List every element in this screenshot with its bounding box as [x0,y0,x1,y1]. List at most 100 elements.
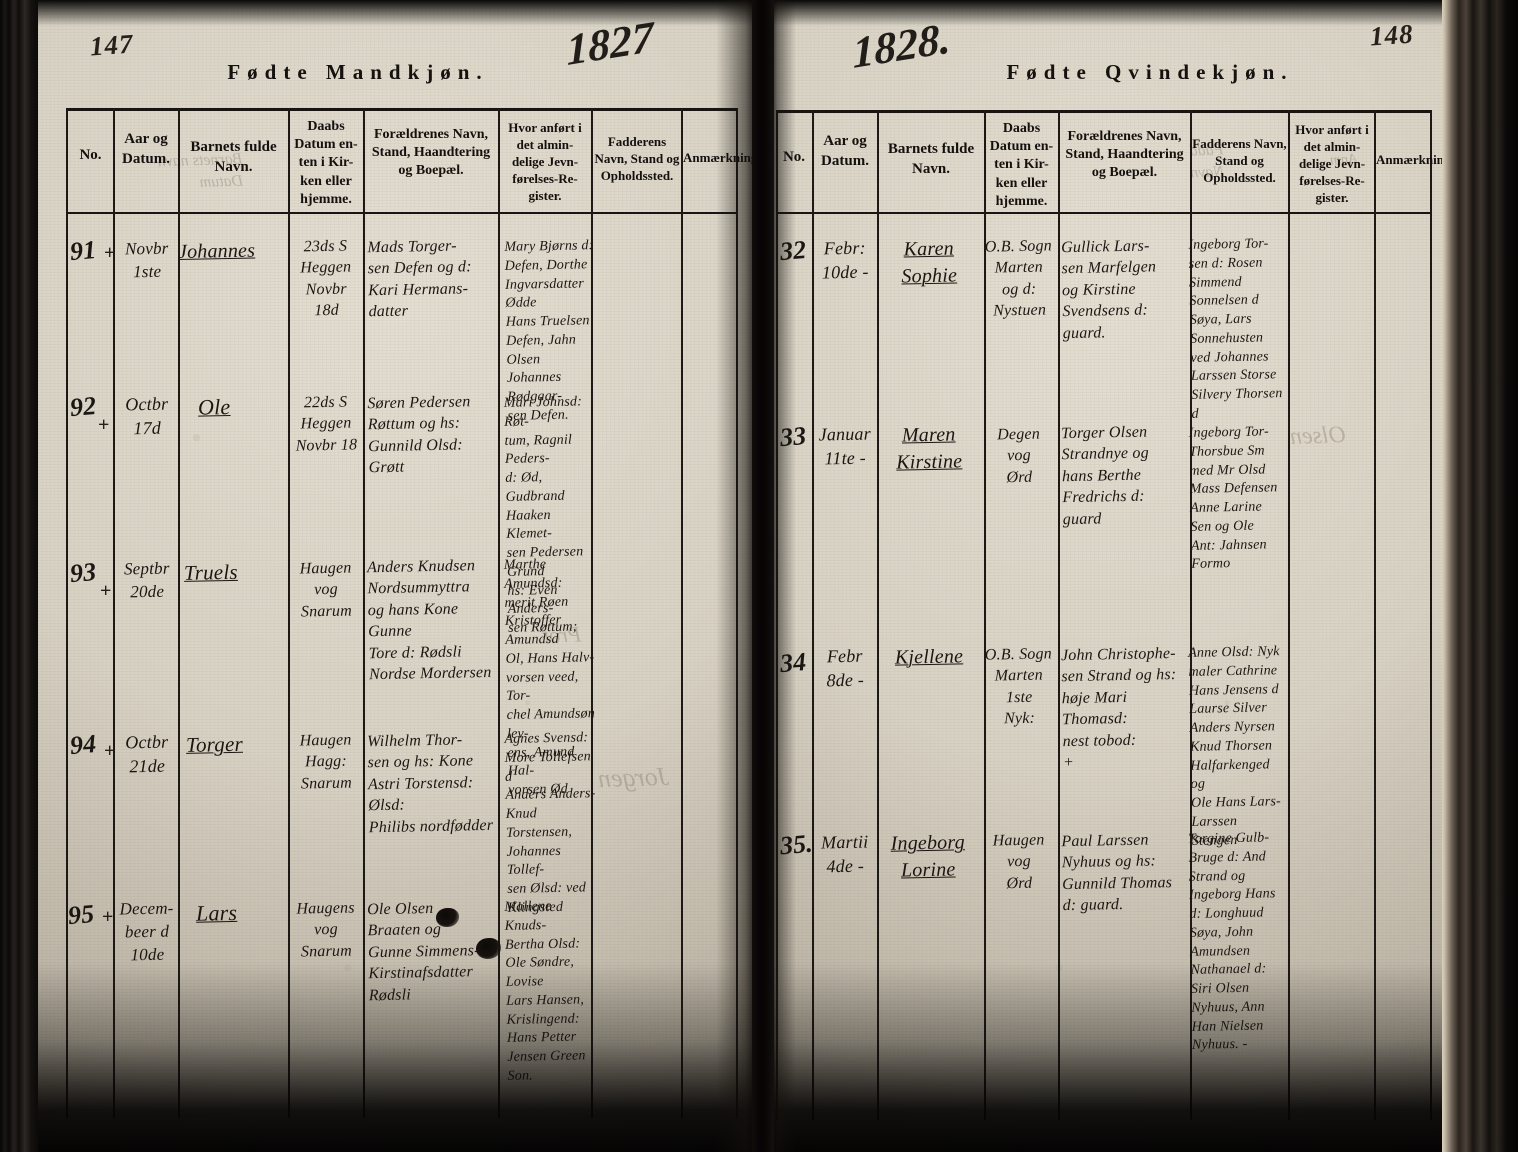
col-rule-1 [113,108,115,1118]
col-rule-1 [812,110,814,1120]
row-cross-mark: + [100,580,112,602]
cell-baptism: Degen vog Ørd [997,425,1041,487]
row-number: 92 [68,390,98,423]
header-date: Aar og Datum. [122,131,170,167]
col-rule-6 [1288,110,1290,1120]
ink-blot [476,938,501,959]
col-rule-7 [681,108,683,1118]
row-number: 35. [778,828,814,861]
header-register: Hvor anført i det almin- delige Jevn- fø… [508,120,582,203]
cell-date: Octbr 21de [125,731,169,777]
header-godparents: Fadderens Navn, Stand og Opholdssted. [1192,136,1287,185]
row-cross-mark: + [104,242,116,264]
col-rule-4 [1058,110,1060,1120]
cell-parents: Søren Pedersen Røttum og hs: Gunnild Ols… [367,393,471,477]
paper-surface-left [38,0,758,1152]
col-rule-3 [984,110,986,1120]
col-rule-6 [591,108,593,1118]
cell-parents: Wilhelm Thor- sen og hs: Kone Astri Tors… [367,731,494,837]
page-title-right: Fødte Qvindekjøn. [1006,60,1294,84]
row-number: 34 [778,646,808,679]
cell-baptism: Haugens vog Snarum [296,899,355,961]
col-rule-0 [66,108,68,1118]
header-notes: Anmærkninger. [683,150,758,165]
cell-child-name: Truels [183,559,238,585]
cell-date: Febr: 10de - [821,237,869,283]
row-number: 32 [778,234,808,267]
row-number: 91 [68,234,98,267]
col-rule-5 [498,108,500,1118]
cell-godparents: Ingeborg Tor- Thorsbue Sm med Mr Olsd Ma… [1188,424,1278,573]
paper-surface-right [770,0,1442,1152]
cell-date: Novbr 1ste [124,238,169,282]
cell-baptism: Haugen vog Snarum [299,559,353,621]
header-no: No. [782,149,806,165]
cell-parents: Mads Torger- sen Defen og d: Kari Herman… [367,237,472,321]
header-baptism: Daabs Datum en- ten i Kir- ken eller hje… [989,121,1054,209]
row-number: 94 [68,728,98,761]
table-top-rule [776,110,1432,113]
row-number: 95 [66,898,96,931]
folio-number-right: 148 [1368,18,1415,52]
col-rule-4 [363,108,365,1118]
table-top-rule [66,108,738,111]
binding-edge-right [1440,0,1518,1152]
cell-baptism: O.B. Sogn Marten og d: Nystuen [984,237,1053,320]
cell-godparents: Ingeborg Tor- sen d: Rosen Simmend Sonne… [1188,236,1283,422]
row-number: 33 [778,420,808,453]
header-baptism: Daabs Datum en- ten i Kir- ken eller hje… [294,119,358,207]
cell-date: Decem- beer d 10de [119,898,174,964]
cell-date: Januar 11te - [818,423,872,469]
cell-godparents: Anne Olsd: Nyk maler Cathrine Hans Jense… [1188,644,1282,849]
col-rule-3 [288,108,290,1118]
page-title-left: Fødte Mandkjøn. [227,60,489,84]
cell-date: Febr 8de - [826,645,865,691]
paper-grain-right [770,0,1442,1152]
cell-date: Septbr 20de [123,558,170,602]
right-page: Fadd Navn Anm Olsen 148 Fødte Qvindekjøn… [770,0,1442,1152]
cell-parents: Paul Larssen Nyhuus og hs: Gunnild Thoma… [1061,831,1173,915]
row-cross-mark: + [102,906,114,928]
cell-date: Octbr 17d [125,393,169,439]
header-godparents: Fadderens Navn, Stand og Opholdssted. [594,134,680,183]
col-rule-2 [178,108,180,1118]
col-rule-5 [1190,110,1192,1120]
cell-parents: Gullick Lars- sen Marfelgen og Kirstine … [1061,237,1157,342]
header-no: No. [79,147,102,163]
col-rule-8 [736,108,738,1118]
row-cross-mark: + [104,740,116,762]
cell-child-name: Karen Sophie [901,237,958,288]
cell-child-name: Lars [195,899,238,926]
register-table-left: No. Aar og Datum. Barnets fulde Navn. Da… [66,108,758,1118]
cell-baptism: 23ds S Heggen Novbr 18d [300,237,352,320]
header-parents: Forældrenes Navn, Stand, Haandtering og … [371,127,491,179]
cell-child-name: Kjellene [894,645,964,669]
ink-blot [436,908,459,927]
header-child: Barnets fulde Navn. [190,139,277,175]
header-register: Hvor anført i det almin- delige Jevn- fø… [1295,122,1369,205]
cell-child-name: Ingeborg Lorine [890,831,966,882]
col-rule-2 [877,110,879,1120]
cell-baptism: O.B. Sogn Marten 1ste Nyk: [984,645,1053,728]
header-notes: Anmærkninger. [1376,152,1442,167]
cell-child-name: Torger [185,731,244,757]
cell-child-name: Ole [197,394,231,420]
cell-date: Martii 4de - [820,831,869,877]
paper-grain-left [38,0,758,1152]
folio-number-left: 147 [88,28,135,62]
header-date: Aar og Datum. [821,133,869,169]
cell-godparents: Torgine Gulb- Bruge d: And Strand og Ing… [1187,830,1276,1054]
cell-child-name: Maren Kirstine [896,423,963,474]
header-parents: Forældrenes Navn, Stand, Haandtering og … [1065,129,1184,181]
col-rule-0 [776,110,778,1120]
col-rule-7 [1374,110,1376,1120]
cell-baptism: 22ds S Heggen Novbr 18 [295,393,358,455]
cell-parents: Torger Olsen Strandnye og hans Berthe Fr… [1061,423,1150,528]
cell-parents: John Christophe- sen Strand og hs: høje … [1060,644,1177,772]
col-rule-8 [1430,110,1432,1120]
cell-child-name: Johannes [177,239,256,264]
cell-godparents: Mallene Knuds- Bertha Olsd: Ole Søndre, … [504,898,586,1084]
row-number: 93 [68,556,98,589]
row-cross-mark: + [98,414,110,436]
